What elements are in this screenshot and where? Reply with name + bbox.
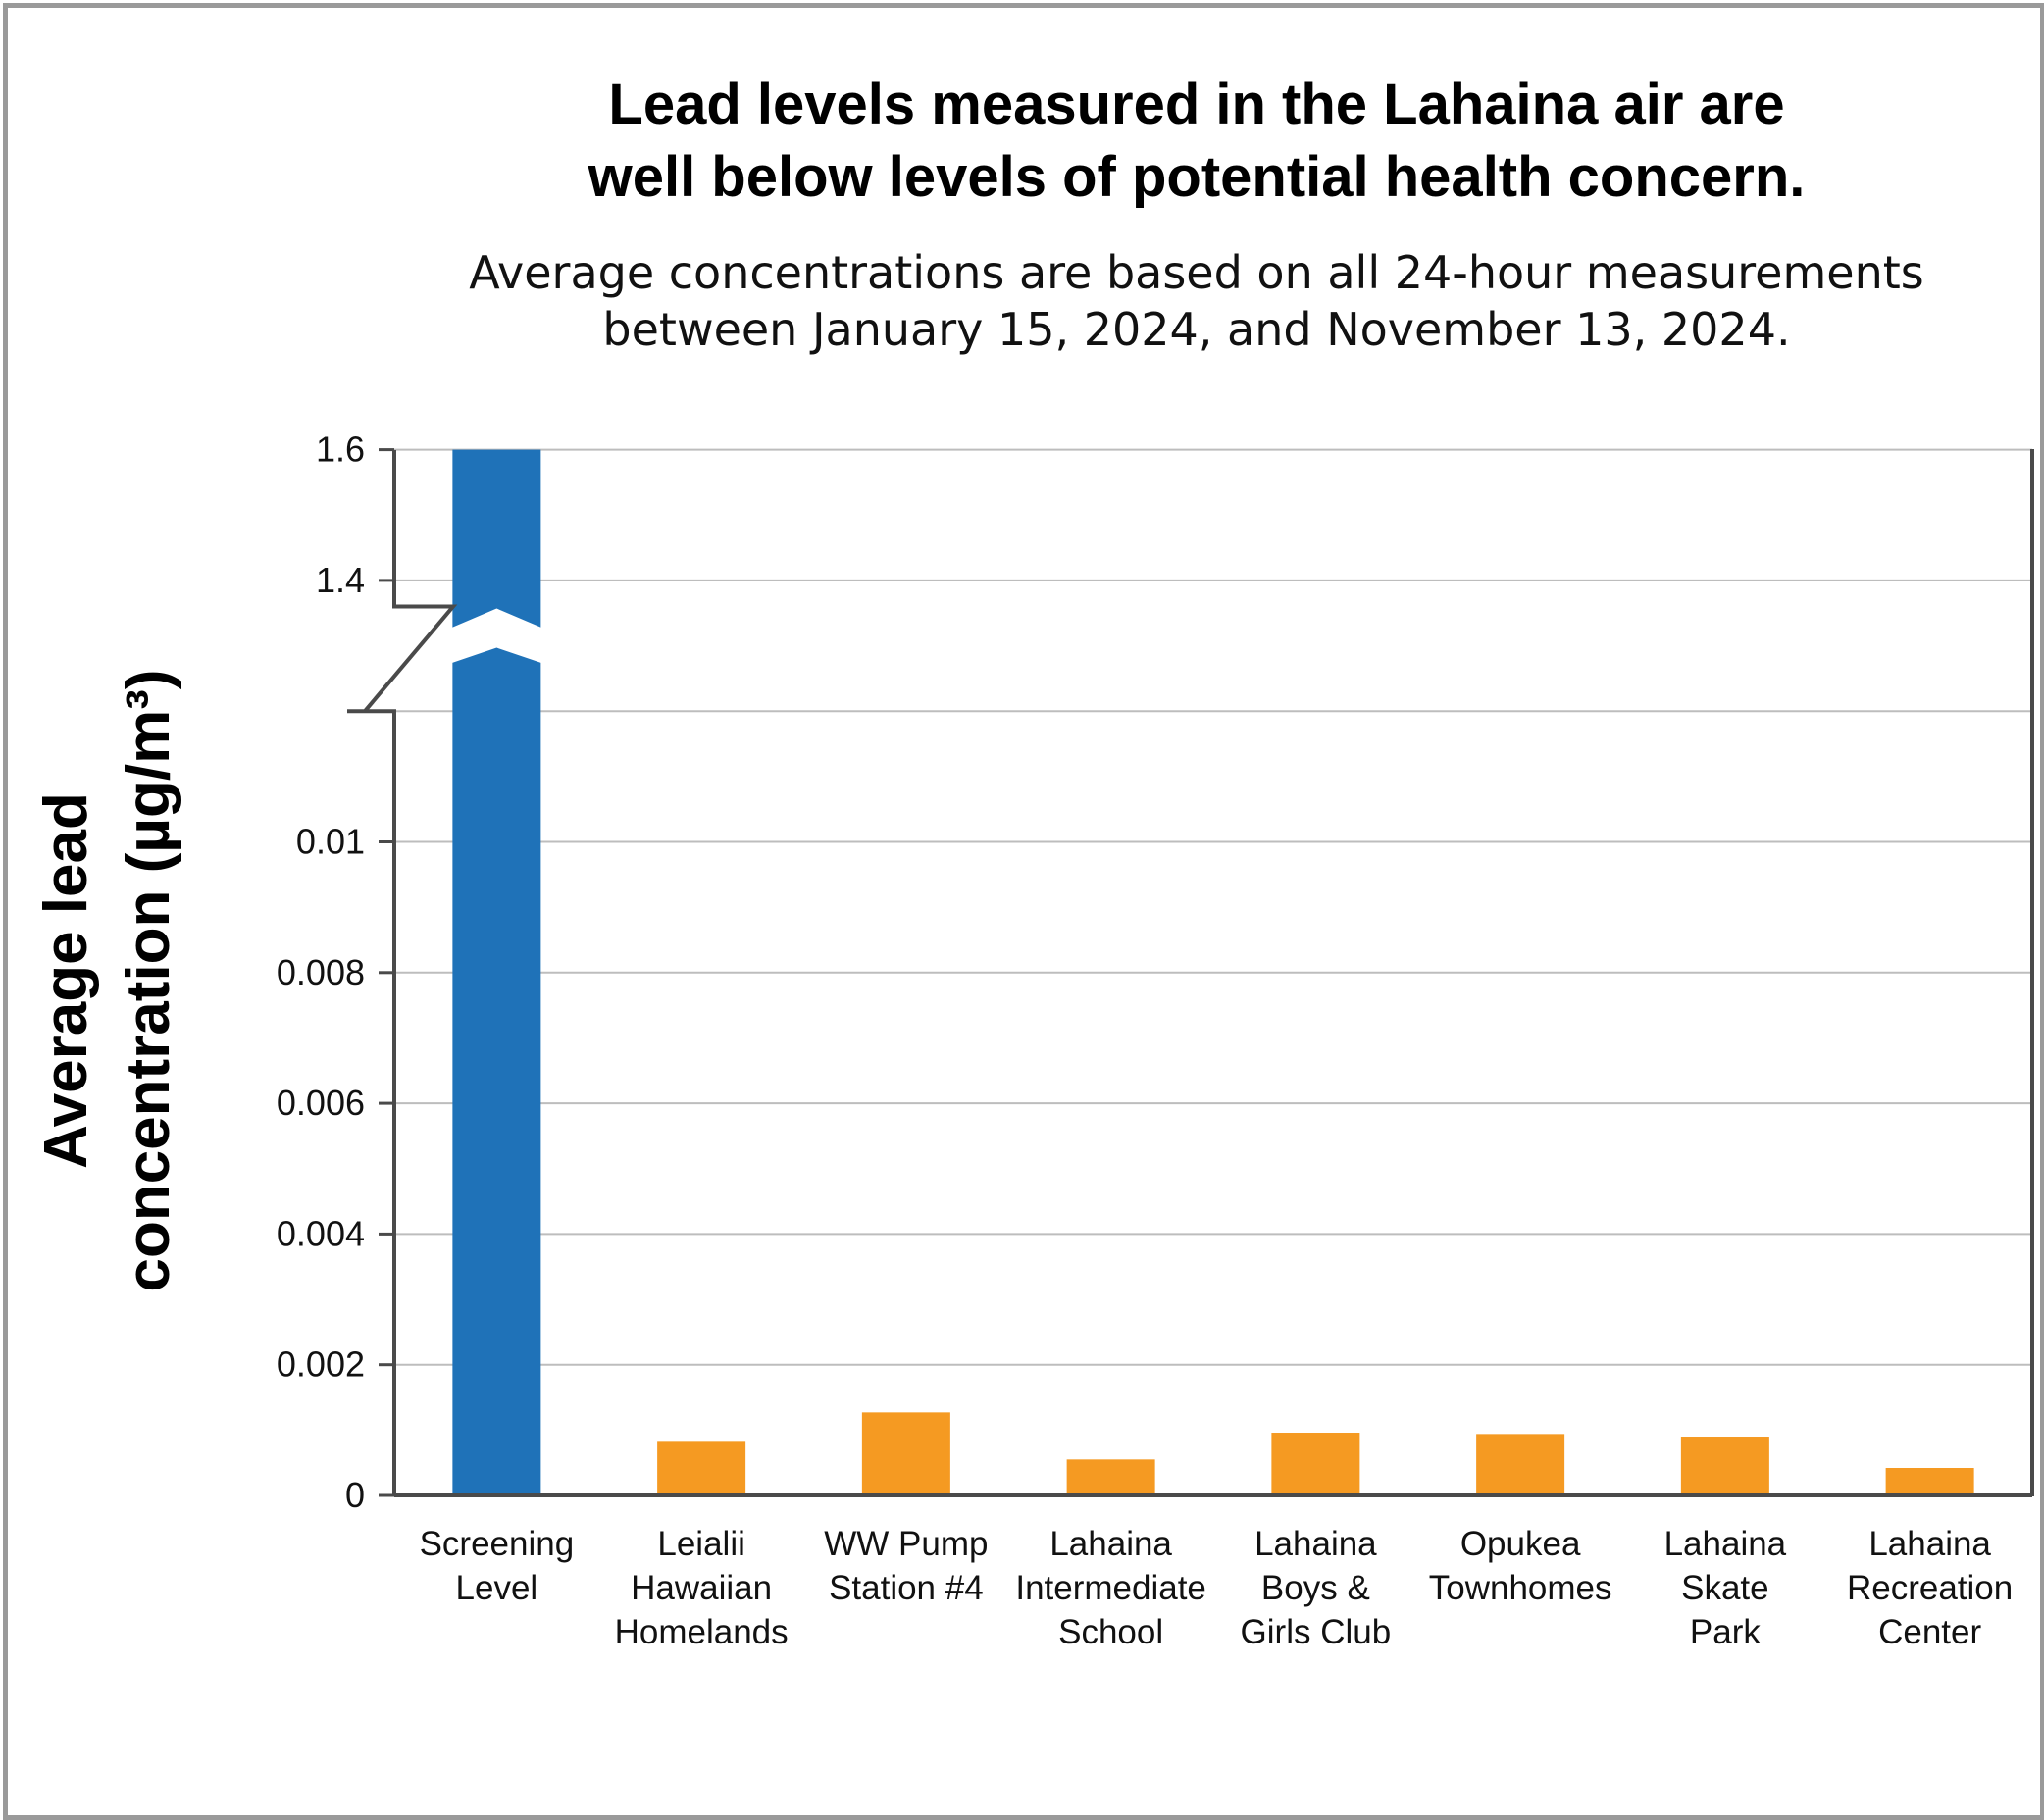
chart-subtitle-line-1: Average concentrations are based on all … [469,246,1924,299]
bar [1271,1433,1360,1495]
bar [1066,1459,1155,1495]
y-tick-label: 0.006 [277,1083,365,1123]
x-tick-label-line: Skate [1681,1569,1769,1607]
x-tick-label-line: Screening [420,1525,575,1563]
x-tick-label-line: Townhomes [1429,1569,1612,1607]
x-tick-label-line: Homelands [615,1613,789,1651]
bar [1680,1437,1769,1495]
y-tick-labels: 0 0.002 0.004 0.006 0.008 0.01 1.4 1.6 [277,430,365,1515]
bar [1885,1468,1974,1495]
x-tick-label-line: Recreation [1847,1569,2013,1607]
x-tick-label-line: Station #4 [829,1569,984,1607]
x-tick-label: Opukea Townhomes [1429,1525,1612,1607]
chart-title-line-2: well below levels of potential health co… [588,145,1806,209]
x-tick-label: Leialii Hawaiian Homelands [615,1525,789,1651]
y-tick-label: 1.6 [316,430,365,470]
chart-subtitle-line-2: between January 15, 2024, and November 1… [602,303,1791,356]
x-tick-label: Lahaina Skate Park [1664,1525,1787,1651]
y-tick-label: 0 [345,1475,365,1515]
x-tick-label: WW Pump Station #4 [824,1525,988,1607]
x-tick-label: Lahaina Recreation Center [1847,1525,2013,1651]
x-tick-label-line: Girls Club [1241,1613,1392,1651]
x-tick-label-line: Lahaina [1664,1525,1787,1563]
x-tick-label-line: Boys & [1261,1569,1370,1607]
bar [1476,1434,1565,1495]
x-tick-label-line: WW Pump [824,1525,988,1563]
x-tick-label-line: Lahaina [1254,1525,1377,1563]
x-tick-label-line: Leialii [657,1525,745,1563]
x-tick-label-line: Lahaina [1049,1525,1172,1563]
x-tick-label: Lahaina Boys & Girls Club [1241,1525,1392,1651]
x-tick-label-line: Level [456,1569,538,1607]
grid-lines [394,448,2032,1366]
y-axis-line [347,450,458,1495]
bar [657,1441,746,1495]
y-tick-label: 0.002 [277,1344,365,1385]
chart-title-line-1: Lead levels measured in the Lahaina air … [608,73,1785,136]
x-tick-label-line: Center [1878,1613,1981,1651]
bar-break-mark [450,608,543,664]
x-tick-label: Screening Level [420,1525,575,1607]
y-tick-label: 1.4 [316,560,365,600]
chart-frame [3,3,2044,1820]
bar [861,1412,950,1495]
y-tick-label: 0.01 [296,822,365,862]
x-tick-label-line: Park [1690,1613,1761,1651]
x-tick-label-line: Hawaiian [631,1569,772,1607]
x-tick-label-line: Lahaina [1868,1525,1991,1563]
y-tick-label: 0.004 [277,1213,365,1253]
y-tick-label: 0.008 [277,952,365,992]
axes [347,448,2034,1497]
x-tick-label-line: Intermediate [1015,1569,1206,1607]
x-tick-labels: Screening Level Leialii Hawaiian Homelands WW… [420,1525,2014,1651]
bars [450,449,1974,1496]
x-tick-label: Lahaina Intermediate School [1015,1525,1206,1651]
x-tick-label-line: Opukea [1460,1525,1581,1563]
x-tick-label-line: School [1058,1613,1163,1651]
bar [452,449,541,1496]
